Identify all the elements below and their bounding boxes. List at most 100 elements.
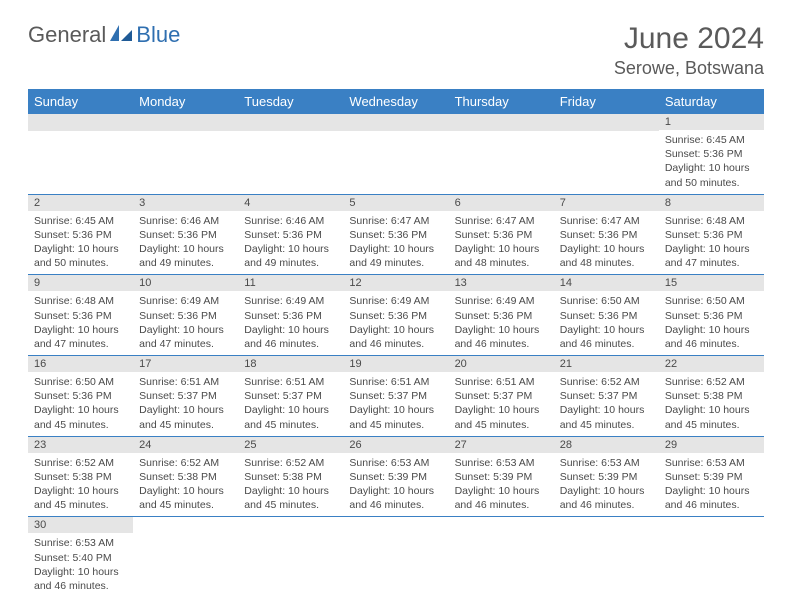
calendar-cell: 20Sunrise: 6:51 AMSunset: 5:37 PMDayligh… xyxy=(449,356,554,437)
calendar-cell: 27Sunrise: 6:53 AMSunset: 5:39 PMDayligh… xyxy=(449,436,554,517)
day-details: Sunrise: 6:49 AMSunset: 5:36 PMDaylight:… xyxy=(238,291,343,355)
weekday-header: Saturday xyxy=(659,89,764,114)
day-number: 7 xyxy=(554,195,659,211)
day-details: Sunrise: 6:51 AMSunset: 5:37 PMDaylight:… xyxy=(343,372,448,436)
logo-text-general: General xyxy=(28,22,106,48)
day-details: Sunrise: 6:51 AMSunset: 5:37 PMDaylight:… xyxy=(238,372,343,436)
day-details: Sunrise: 6:46 AMSunset: 5:36 PMDaylight:… xyxy=(238,211,343,275)
day-details: Sunrise: 6:50 AMSunset: 5:36 PMDaylight:… xyxy=(28,372,133,436)
day-number: 17 xyxy=(133,356,238,372)
day-details: Sunrise: 6:47 AMSunset: 5:36 PMDaylight:… xyxy=(554,211,659,275)
header: General Blue June 2024 Serowe, Botswana xyxy=(28,22,764,79)
calendar-cell: 10Sunrise: 6:49 AMSunset: 5:36 PMDayligh… xyxy=(133,275,238,356)
day-number: 30 xyxy=(28,517,133,533)
day-details: Sunrise: 6:53 AMSunset: 5:39 PMDaylight:… xyxy=(659,453,764,517)
empty-day-bar xyxy=(28,114,133,131)
calendar-cell xyxy=(343,114,448,194)
calendar-cell: 21Sunrise: 6:52 AMSunset: 5:37 PMDayligh… xyxy=(554,356,659,437)
calendar-cell: 12Sunrise: 6:49 AMSunset: 5:36 PMDayligh… xyxy=(343,275,448,356)
calendar-cell: 17Sunrise: 6:51 AMSunset: 5:37 PMDayligh… xyxy=(133,356,238,437)
calendar-cell xyxy=(238,517,343,597)
calendar-row: 23Sunrise: 6:52 AMSunset: 5:38 PMDayligh… xyxy=(28,436,764,517)
weekday-header: Friday xyxy=(554,89,659,114)
day-number: 6 xyxy=(449,195,554,211)
day-number: 16 xyxy=(28,356,133,372)
day-details: Sunrise: 6:50 AMSunset: 5:36 PMDaylight:… xyxy=(554,291,659,355)
calendar-cell: 13Sunrise: 6:49 AMSunset: 5:36 PMDayligh… xyxy=(449,275,554,356)
month-title: June 2024 xyxy=(614,22,764,56)
calendar-row: 2Sunrise: 6:45 AMSunset: 5:36 PMDaylight… xyxy=(28,194,764,275)
sail-icon xyxy=(108,23,134,48)
calendar-row: 1Sunrise: 6:45 AMSunset: 5:36 PMDaylight… xyxy=(28,114,764,194)
calendar-cell: 4Sunrise: 6:46 AMSunset: 5:36 PMDaylight… xyxy=(238,194,343,275)
location: Serowe, Botswana xyxy=(614,58,764,79)
day-details: Sunrise: 6:50 AMSunset: 5:36 PMDaylight:… xyxy=(659,291,764,355)
day-number: 19 xyxy=(343,356,448,372)
day-number: 24 xyxy=(133,437,238,453)
title-block: June 2024 Serowe, Botswana xyxy=(614,22,764,79)
weekday-header: Sunday xyxy=(28,89,133,114)
calendar-cell xyxy=(238,114,343,194)
day-details: Sunrise: 6:52 AMSunset: 5:38 PMDaylight:… xyxy=(659,372,764,436)
calendar-row: 16Sunrise: 6:50 AMSunset: 5:36 PMDayligh… xyxy=(28,356,764,437)
weekday-header: Monday xyxy=(133,89,238,114)
calendar-cell: 19Sunrise: 6:51 AMSunset: 5:37 PMDayligh… xyxy=(343,356,448,437)
calendar-cell: 25Sunrise: 6:52 AMSunset: 5:38 PMDayligh… xyxy=(238,436,343,517)
calendar-cell: 3Sunrise: 6:46 AMSunset: 5:36 PMDaylight… xyxy=(133,194,238,275)
calendar-cell xyxy=(554,517,659,597)
calendar-cell xyxy=(343,517,448,597)
weekday-header: Thursday xyxy=(449,89,554,114)
day-number: 18 xyxy=(238,356,343,372)
calendar-cell: 22Sunrise: 6:52 AMSunset: 5:38 PMDayligh… xyxy=(659,356,764,437)
day-number: 8 xyxy=(659,195,764,211)
calendar-cell xyxy=(133,114,238,194)
day-details: Sunrise: 6:45 AMSunset: 5:36 PMDaylight:… xyxy=(28,211,133,275)
day-number: 1 xyxy=(659,114,764,130)
day-details: Sunrise: 6:48 AMSunset: 5:36 PMDaylight:… xyxy=(659,211,764,275)
empty-day-bar xyxy=(133,114,238,131)
day-number: 13 xyxy=(449,275,554,291)
day-details: Sunrise: 6:52 AMSunset: 5:37 PMDaylight:… xyxy=(554,372,659,436)
day-number: 25 xyxy=(238,437,343,453)
calendar-cell: 23Sunrise: 6:52 AMSunset: 5:38 PMDayligh… xyxy=(28,436,133,517)
logo: General Blue xyxy=(28,22,180,48)
day-number: 4 xyxy=(238,195,343,211)
calendar-body: 1Sunrise: 6:45 AMSunset: 5:36 PMDaylight… xyxy=(28,114,764,597)
calendar-cell: 14Sunrise: 6:50 AMSunset: 5:36 PMDayligh… xyxy=(554,275,659,356)
calendar-cell: 9Sunrise: 6:48 AMSunset: 5:36 PMDaylight… xyxy=(28,275,133,356)
day-number: 23 xyxy=(28,437,133,453)
empty-day-bar xyxy=(554,114,659,131)
calendar-cell: 11Sunrise: 6:49 AMSunset: 5:36 PMDayligh… xyxy=(238,275,343,356)
day-number: 12 xyxy=(343,275,448,291)
calendar-cell: 30Sunrise: 6:53 AMSunset: 5:40 PMDayligh… xyxy=(28,517,133,597)
calendar-cell xyxy=(449,517,554,597)
calendar-cell: 24Sunrise: 6:52 AMSunset: 5:38 PMDayligh… xyxy=(133,436,238,517)
calendar-cell xyxy=(28,114,133,194)
weekday-header-row: Sunday Monday Tuesday Wednesday Thursday… xyxy=(28,89,764,114)
day-details: Sunrise: 6:49 AMSunset: 5:36 PMDaylight:… xyxy=(343,291,448,355)
day-number: 21 xyxy=(554,356,659,372)
day-number: 5 xyxy=(343,195,448,211)
calendar-cell xyxy=(449,114,554,194)
day-number: 27 xyxy=(449,437,554,453)
day-number: 29 xyxy=(659,437,764,453)
calendar-cell: 2Sunrise: 6:45 AMSunset: 5:36 PMDaylight… xyxy=(28,194,133,275)
empty-day-bar xyxy=(449,114,554,131)
day-details: Sunrise: 6:45 AMSunset: 5:36 PMDaylight:… xyxy=(659,130,764,194)
day-details: Sunrise: 6:52 AMSunset: 5:38 PMDaylight:… xyxy=(238,453,343,517)
day-number: 26 xyxy=(343,437,448,453)
day-details: Sunrise: 6:51 AMSunset: 5:37 PMDaylight:… xyxy=(449,372,554,436)
calendar-row: 30Sunrise: 6:53 AMSunset: 5:40 PMDayligh… xyxy=(28,517,764,597)
day-number: 11 xyxy=(238,275,343,291)
day-details: Sunrise: 6:53 AMSunset: 5:40 PMDaylight:… xyxy=(28,533,133,597)
calendar-cell: 5Sunrise: 6:47 AMSunset: 5:36 PMDaylight… xyxy=(343,194,448,275)
day-details: Sunrise: 6:52 AMSunset: 5:38 PMDaylight:… xyxy=(28,453,133,517)
calendar-cell: 16Sunrise: 6:50 AMSunset: 5:36 PMDayligh… xyxy=(28,356,133,437)
calendar-cell xyxy=(554,114,659,194)
day-number: 14 xyxy=(554,275,659,291)
day-details: Sunrise: 6:53 AMSunset: 5:39 PMDaylight:… xyxy=(449,453,554,517)
empty-day-bar xyxy=(238,114,343,131)
day-details: Sunrise: 6:49 AMSunset: 5:36 PMDaylight:… xyxy=(449,291,554,355)
day-number: 22 xyxy=(659,356,764,372)
weekday-header: Tuesday xyxy=(238,89,343,114)
